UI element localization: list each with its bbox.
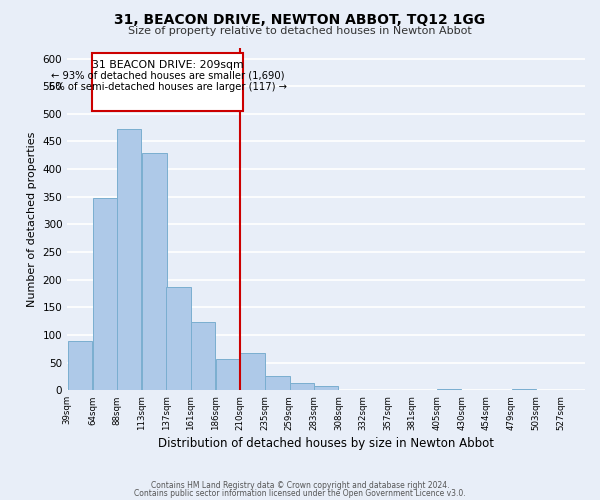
- X-axis label: Distribution of detached houses by size in Newton Abbot: Distribution of detached houses by size …: [158, 437, 494, 450]
- Bar: [240, 352, 265, 391]
- Bar: [142, 152, 167, 390]
- Text: 31 BEACON DRIVE: 209sqm: 31 BEACON DRIVE: 209sqm: [92, 60, 244, 70]
- Y-axis label: Number of detached properties: Number of detached properties: [27, 131, 37, 306]
- Text: ← 93% of detached houses are smaller (1,690): ← 93% of detached houses are smaller (1,…: [51, 70, 284, 81]
- Bar: [166, 288, 191, 391]
- Bar: [437, 389, 461, 390]
- Text: Contains public sector information licensed under the Open Government Licence v3: Contains public sector information licen…: [134, 490, 466, 498]
- Bar: [191, 322, 215, 390]
- Bar: [216, 359, 241, 390]
- Text: 6% of semi-detached houses are larger (117) →: 6% of semi-detached houses are larger (1…: [49, 82, 287, 92]
- Text: 31, BEACON DRIVE, NEWTON ABBOT, TQ12 1GG: 31, BEACON DRIVE, NEWTON ABBOT, TQ12 1GG: [115, 12, 485, 26]
- Bar: [314, 386, 338, 390]
- Bar: [265, 376, 290, 390]
- Bar: [68, 340, 92, 390]
- Text: Contains HM Land Registry data © Crown copyright and database right 2024.: Contains HM Land Registry data © Crown c…: [151, 481, 449, 490]
- FancyBboxPatch shape: [92, 53, 243, 111]
- Bar: [117, 130, 142, 390]
- Text: Size of property relative to detached houses in Newton Abbot: Size of property relative to detached ho…: [128, 26, 472, 36]
- Bar: [290, 382, 314, 390]
- Bar: [93, 198, 117, 390]
- Bar: [512, 389, 536, 390]
